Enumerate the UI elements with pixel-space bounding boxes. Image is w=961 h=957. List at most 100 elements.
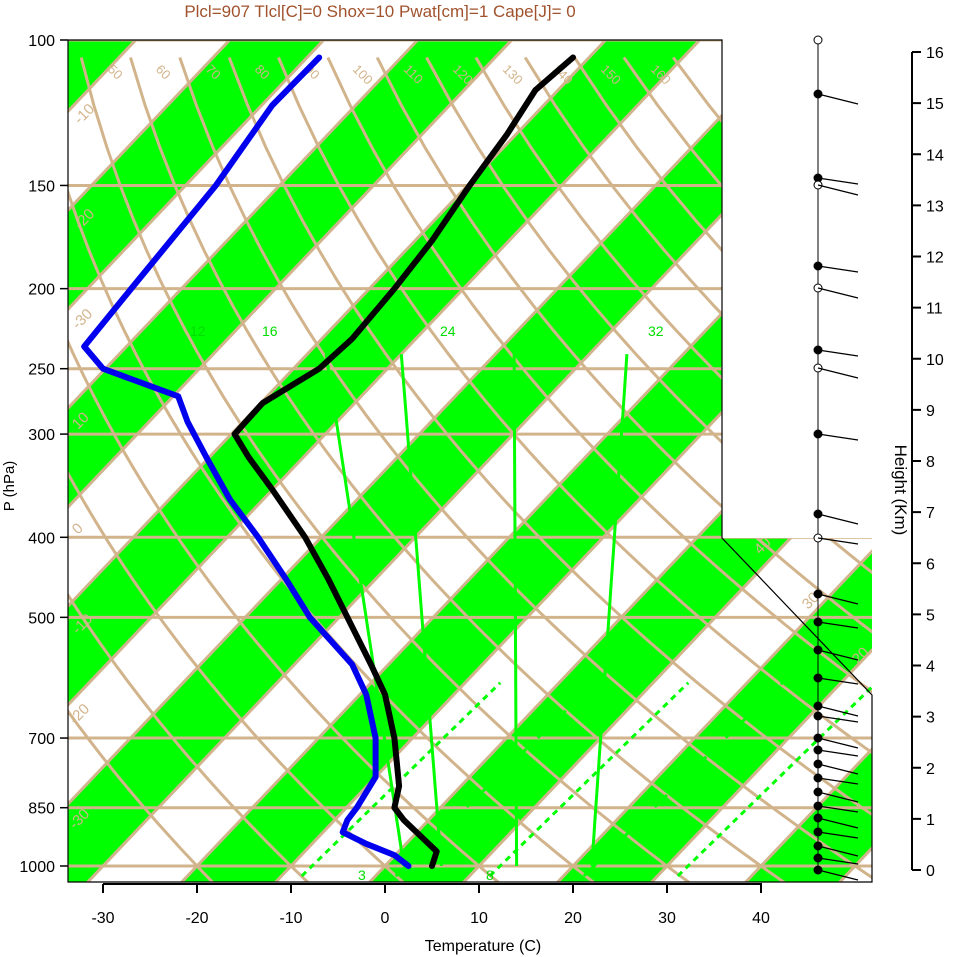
wind-barb — [817, 777, 859, 785]
y-tick-label: 200 — [28, 282, 55, 299]
wind-barb — [817, 367, 859, 379]
chart-title: Plcl=907 Tlcl[C]=0 Shox=10 Pwat[cm]=1 Ca… — [184, 2, 575, 21]
wind-barb — [817, 93, 859, 105]
wind-barb — [817, 184, 859, 196]
moist-adiabat-line — [324, 353, 406, 867]
y-tick-label: 250 — [28, 362, 55, 379]
height-tick-label: 4 — [926, 659, 935, 676]
moist-adiabat-label: 32 — [648, 323, 664, 339]
mixing-ratio-label: 8 — [486, 867, 494, 883]
temperature-profile — [231, 54, 576, 869]
wind-barb — [817, 513, 859, 525]
dry-adiabat-line — [68, 470, 406, 882]
plot-frame — [67, 39, 873, 883]
height-tick-label: 10 — [926, 352, 944, 369]
wind-barb — [817, 705, 859, 717]
isotherm-line — [68, 40, 608, 609]
height-tick-label: 0 — [926, 863, 935, 880]
wind-barb — [817, 749, 859, 757]
isotherm-line — [68, 40, 326, 312]
wind-barb — [817, 857, 859, 865]
wind-barb — [817, 805, 859, 813]
height-tick-label: 1 — [926, 812, 935, 829]
wind-barb — [817, 817, 859, 829]
height-tick-label: 15 — [926, 96, 944, 113]
x-tick-label: -20 — [185, 910, 208, 927]
dry-adiabat-label: 130 — [500, 62, 526, 88]
x-tick-label: 20 — [564, 910, 582, 927]
y-tick-label: 500 — [28, 610, 55, 627]
y-tick-label: 400 — [28, 530, 55, 547]
y-tick-label: 150 — [28, 178, 55, 195]
wind-barb — [817, 831, 859, 839]
wind-barb — [817, 349, 859, 357]
isotherm-label: -30 — [69, 305, 96, 332]
x-axis: -30 -20 -10 0 10 20 30 40 — [91, 883, 770, 927]
x-tick-label: 10 — [470, 910, 488, 927]
x-tick-label: 40 — [752, 910, 770, 927]
moist-adiabat-label: 16 — [262, 323, 278, 339]
wind-level-marker — [813, 35, 823, 45]
isotherm-line — [555, 549, 872, 882]
isotherm-line — [932, 0, 961, 884]
height-tick-label: 7 — [926, 505, 935, 522]
y-tick-label: 1000 — [19, 859, 55, 876]
moist-adiabat-line — [399, 353, 443, 867]
wind-barb — [817, 763, 859, 775]
height-tick-label: 11 — [926, 301, 943, 318]
wind-barb — [817, 287, 859, 299]
moist-adiabat-line — [512, 354, 519, 866]
isotherm-label: 0 — [69, 520, 87, 538]
dewpoint-profile — [81, 54, 412, 869]
mixing-ratio-label: 3 — [358, 867, 366, 883]
wind-barb — [817, 621, 859, 629]
isotherm-band — [932, 0, 961, 884]
mixing-ratio-line — [582, 681, 784, 878]
wind-column — [813, 35, 859, 881]
height-tick-label: 6 — [926, 556, 935, 573]
wind-barb — [817, 177, 859, 185]
profiles — [81, 54, 576, 869]
height-tick-label: 2 — [926, 761, 935, 778]
height-tick-label: 16 — [926, 45, 944, 62]
y-tick-label: 300 — [28, 427, 55, 444]
isotherm-line — [85, 54, 872, 882]
x-tick-label: 0 — [381, 910, 390, 927]
isotherm-line — [367, 351, 872, 882]
y-tick-label: 850 — [28, 801, 55, 818]
dry-adiabat-line — [68, 338, 501, 882]
x-tick-label: -10 — [279, 910, 302, 927]
dry-adiabat-line — [326, 56, 872, 694]
wind-barb — [817, 265, 859, 273]
height-axis-label: Height (Km) — [891, 445, 910, 536]
wind-barb — [817, 537, 859, 545]
isotherm-line — [68, 40, 420, 411]
y-tick-label: 700 — [28, 731, 55, 748]
height-tick-label: 9 — [926, 403, 935, 420]
dry-adiabat-line — [375, 56, 872, 634]
upper-mask — [722, 40, 872, 538]
height-tick-label: 5 — [926, 607, 935, 624]
isotherm-line — [649, 648, 872, 882]
wind-barb — [817, 593, 859, 605]
wind-barb — [817, 715, 859, 723]
moist-adiabat-label: 12 — [190, 323, 206, 339]
dry-adiabat-label: 60 — [153, 62, 174, 83]
wind-barb — [817, 791, 859, 803]
isotherm-line — [461, 450, 872, 882]
wind-barb — [817, 433, 859, 441]
x-axis-label: Temperature (C) — [425, 938, 541, 955]
x-tick-label: 30 — [658, 910, 676, 927]
dry-adiabat-line — [68, 592, 310, 882]
mixing-ratio-line — [300, 681, 502, 878]
dry-adiabat-line — [129, 57, 787, 882]
height-tick-label: 14 — [926, 147, 944, 164]
mixing-ratio-line — [676, 684, 872, 878]
dry-adiabat-line — [425, 56, 872, 575]
mixing-ratio-line — [488, 681, 690, 878]
dry-adiabat-line — [227, 56, 872, 817]
dry-adiabat-line — [178, 57, 872, 880]
dry-adiabat-line — [277, 56, 872, 755]
isotherm-line — [68, 40, 702, 708]
